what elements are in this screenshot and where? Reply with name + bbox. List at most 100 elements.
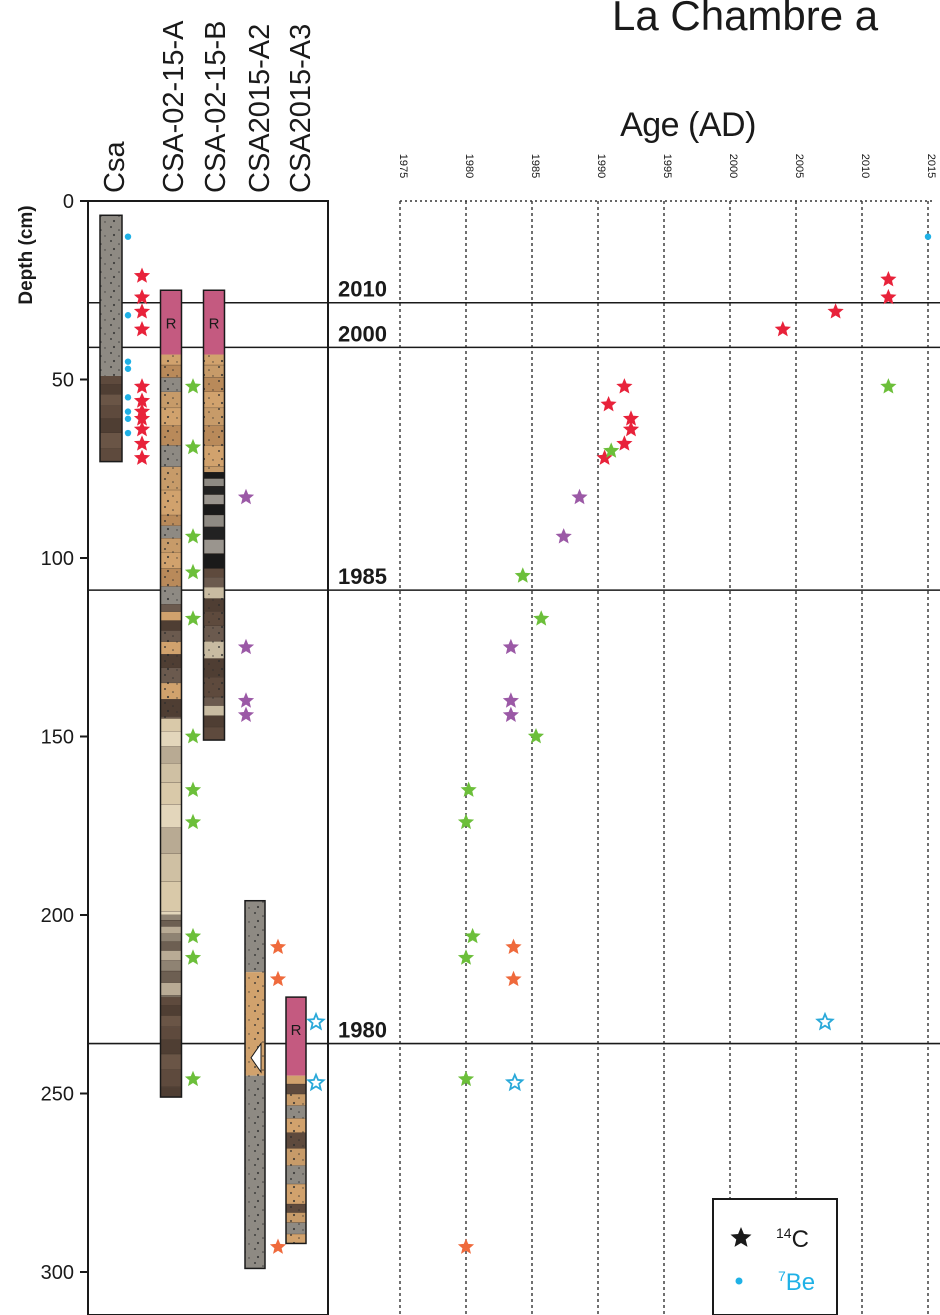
legend-star-marker: [730, 1227, 752, 1247]
core-outline-csa2015-a2: [244, 899, 266, 1270]
core-marker-c14_green: [184, 610, 202, 626]
age-tick-1980: 1980: [463, 154, 475, 178]
core-layer: [160, 804, 182, 828]
data-point-c14_purple: [555, 528, 572, 544]
core-marker-c14_red: [133, 449, 151, 465]
legend-label-7be-sup: 7: [778, 1268, 786, 1284]
data-point-c14_green: [527, 728, 544, 744]
depth-tick-50: 50: [52, 370, 74, 392]
core-marker-c14_orange: [269, 938, 287, 954]
core-marker-be7: [124, 408, 132, 415]
core-marker-c14_red: [133, 288, 151, 305]
data-point-c14_green: [880, 378, 897, 394]
core-layer: [203, 478, 225, 487]
core-marker-c14_green: [184, 438, 202, 455]
core-layer: [203, 568, 225, 578]
core-marker-c14_green: [184, 728, 202, 744]
core-layer: [203, 587, 225, 599]
core-layer: [160, 604, 182, 612]
data-point-c14_red: [880, 288, 897, 305]
depth-tick-150: 150: [41, 727, 74, 749]
core-label-csa-02-15-b: CSA-02-15-B: [200, 21, 232, 193]
core-layer: [160, 911, 182, 915]
core-layer: [203, 705, 225, 716]
core-marker-c14_green: [184, 781, 202, 797]
data-point-c14_red: [880, 271, 897, 287]
data-point-c14_green: [464, 927, 481, 944]
core-marker-be7: [124, 394, 132, 401]
legend-star-shape: [730, 1227, 752, 1247]
core-marker-c14_red: [133, 392, 151, 408]
data-point-c14_purple: [502, 692, 519, 708]
core-layer: [160, 1054, 182, 1070]
core-marker-c14_purple: [237, 638, 255, 655]
core-layer: [160, 1005, 182, 1016]
core-marker-c14_blue: [306, 1011, 326, 1031]
depth-tick-100: 100: [41, 548, 74, 570]
core-marker-c14_red: [133, 435, 151, 451]
core-marker-c14_green: [184, 949, 202, 965]
core-marker-c14_red: [133, 303, 151, 319]
core-layer: [160, 982, 182, 996]
legend-label-14c: 14C: [776, 1225, 809, 1253]
core-marker-c14_blue: [306, 1072, 326, 1092]
core-layer: [160, 1069, 182, 1088]
core-layer: [203, 486, 225, 495]
age-tick-1985: 1985: [529, 154, 541, 178]
core-speckle: [286, 1093, 306, 1244]
legend-dot-marker: [735, 1277, 743, 1285]
age-depth-points: [457, 233, 932, 1254]
core-layer: [203, 577, 225, 588]
core-outline-csa2015-a3: [285, 996, 307, 1245]
core-wedge-icon: [250, 1041, 262, 1074]
core-layer: [160, 1027, 182, 1040]
core-top-label: R: [209, 315, 220, 332]
core-marker-be7: [124, 365, 132, 372]
core-csa2015-a3: [285, 996, 307, 1245]
core-marker-c14_orange: [269, 1238, 287, 1254]
core-layer: [100, 433, 122, 449]
core-csa-02-15-a: [159, 289, 183, 1098]
data-point-c14_green: [460, 781, 477, 797]
legend-label-14c-main: C: [792, 1226, 809, 1253]
data-point-c14_red: [596, 449, 613, 465]
core-layer: [203, 553, 225, 569]
core-csa2015-a2: [244, 899, 266, 1270]
core-layer: [286, 1075, 306, 1085]
core-layer: [100, 394, 122, 406]
core-layer: [160, 782, 182, 805]
data-point-c14_green: [533, 610, 550, 626]
core-layer: [160, 731, 182, 747]
core-layer: [160, 960, 182, 972]
core-marker-c14_red: [133, 267, 151, 283]
reference-label-2000: 2000: [338, 321, 387, 346]
core-layer: [160, 1015, 182, 1028]
data-point-c14_green: [457, 949, 475, 965]
data-point-c14_green: [457, 1070, 475, 1087]
depth-tick-300: 300: [41, 1262, 74, 1284]
core-csa: [99, 214, 123, 463]
age-tick-2005: 2005: [793, 154, 805, 178]
core-marker-c14_purple: [237, 706, 255, 722]
core-marker-c14_green: [184, 927, 202, 944]
core-sample-markers: [124, 233, 326, 1254]
core-layer: [160, 915, 182, 921]
reference-label-2010: 2010: [338, 277, 387, 302]
core-marker-c14_green: [184, 1070, 202, 1087]
legend-label-7be-main: Be: [786, 1269, 815, 1296]
y-axis-label: Depth (cm): [16, 205, 37, 304]
data-point-c14_purple: [502, 638, 519, 655]
core-layer: [203, 539, 225, 554]
core-speckle: [160, 629, 182, 719]
chart-title: La Chambre a: [612, 0, 879, 39]
core-marker-c14_red: [133, 421, 151, 437]
core-layer: [100, 375, 122, 385]
core-marker-c14_red: [133, 410, 151, 426]
data-point-c14_orange: [457, 1238, 475, 1254]
core-layer: [160, 1039, 182, 1055]
core-layer: [160, 853, 182, 882]
reference-lines: 2010 2000 1985 1980: [88, 277, 940, 1045]
core-layer: [160, 933, 182, 942]
core-top-label: R: [291, 1022, 302, 1039]
age-tick-2010: 2010: [859, 154, 871, 178]
